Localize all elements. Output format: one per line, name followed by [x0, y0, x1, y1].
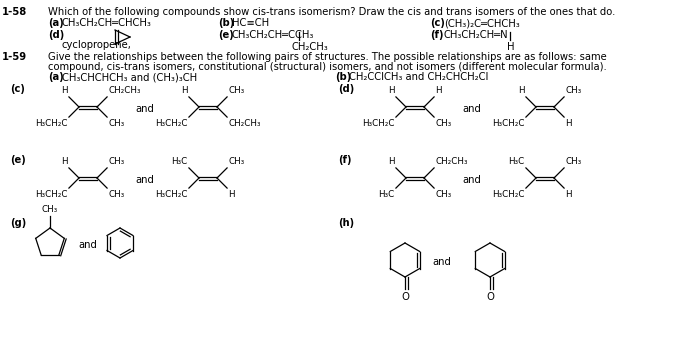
Text: H₃CH₂C: H₃CH₂C — [155, 190, 187, 199]
Text: (a): (a) — [48, 18, 64, 28]
Text: H: H — [229, 190, 235, 199]
Text: CH₂CH₃: CH₂CH₃ — [109, 86, 141, 96]
Text: CH₃CHCHCH₃ and (CH₃)₃CH: CH₃CHCHCH₃ and (CH₃)₃CH — [62, 72, 197, 82]
Text: CH₃: CH₃ — [566, 158, 582, 166]
Text: 1-58: 1-58 — [2, 7, 27, 17]
Text: CH₃: CH₃ — [436, 119, 452, 127]
Text: CH₃: CH₃ — [109, 119, 125, 127]
Text: O: O — [486, 292, 494, 302]
Text: (b): (b) — [335, 72, 351, 82]
Text: Give the relationships between the following pairs of structures. The possible r: Give the relationships between the follo… — [48, 52, 607, 62]
Text: H₃CH₂C: H₃CH₂C — [35, 190, 68, 199]
Text: (a): (a) — [48, 72, 64, 82]
Text: and: and — [135, 104, 154, 114]
Text: (e): (e) — [10, 155, 26, 165]
Text: and: and — [462, 104, 481, 114]
Text: (d): (d) — [338, 84, 354, 94]
Text: H₃CH₂C: H₃CH₂C — [492, 119, 525, 127]
Text: CH₃: CH₃ — [229, 158, 245, 166]
Text: H: H — [507, 42, 514, 52]
Text: CH₃CH₂CH═CHCH₃: CH₃CH₂CH═CHCH₃ — [62, 18, 152, 28]
Text: CH₃: CH₃ — [229, 86, 245, 96]
Text: H₃C: H₃C — [508, 158, 525, 166]
Text: H: H — [566, 190, 572, 199]
Text: and: and — [432, 257, 451, 267]
Text: CH₃: CH₃ — [42, 205, 58, 214]
Text: H: H — [388, 86, 394, 96]
Text: CH₂CClCH₃ and CH₂CHCH₂Cl: CH₂CClCH₃ and CH₂CHCH₂Cl — [349, 72, 488, 82]
Text: CH₃: CH₃ — [436, 190, 452, 199]
Text: (f): (f) — [338, 155, 352, 165]
Text: CH₃CH₂CH═N: CH₃CH₂CH═N — [444, 30, 509, 40]
Text: H: H — [181, 86, 187, 96]
Text: (c): (c) — [10, 84, 25, 94]
Text: compound, cis-trans isomers, constitutional (structural) isomers, and not isomer: compound, cis-trans isomers, constitutio… — [48, 62, 607, 72]
Text: cyclopropene,: cyclopropene, — [62, 40, 132, 50]
Text: (CH₃)₂C═CHCH₃: (CH₃)₂C═CHCH₃ — [444, 18, 520, 28]
Text: CH₂CH₃: CH₂CH₃ — [436, 158, 468, 166]
Text: H₃CH₂C: H₃CH₂C — [35, 119, 68, 127]
Text: (c): (c) — [430, 18, 445, 28]
Text: and: and — [78, 240, 97, 250]
Text: O: O — [401, 292, 409, 302]
Text: and: and — [135, 175, 154, 185]
Text: CH₂CH₃: CH₂CH₃ — [229, 119, 261, 127]
Text: H: H — [566, 119, 572, 127]
Text: (h): (h) — [338, 218, 354, 228]
Text: (f): (f) — [430, 30, 443, 40]
Text: Which of the following compounds show cis-trans isomerism? Draw the cis and tran: Which of the following compounds show ci… — [48, 7, 615, 17]
Text: H: H — [388, 158, 394, 166]
Text: HC≡CH: HC≡CH — [232, 18, 269, 28]
Text: CH₃: CH₃ — [566, 86, 582, 96]
Text: and: and — [462, 175, 481, 185]
Text: H: H — [518, 86, 525, 96]
Text: 1-59: 1-59 — [2, 52, 27, 62]
Text: (g): (g) — [10, 218, 26, 228]
Text: H₃CH₂C: H₃CH₂C — [362, 119, 394, 127]
Text: (d): (d) — [48, 30, 64, 40]
Text: CH₃: CH₃ — [109, 158, 125, 166]
Text: CH₃: CH₃ — [109, 190, 125, 199]
Text: (e): (e) — [218, 30, 234, 40]
Text: H₃CH₂C: H₃CH₂C — [492, 190, 525, 199]
Text: H₃C: H₃C — [378, 190, 394, 199]
Text: H: H — [61, 86, 68, 96]
Text: CH₃CH₂CH═CCH₃: CH₃CH₂CH═CCH₃ — [232, 30, 314, 40]
Text: H: H — [61, 158, 68, 166]
Text: H₃C: H₃C — [171, 158, 187, 166]
Text: H₃CH₂C: H₃CH₂C — [155, 119, 187, 127]
Text: (b): (b) — [218, 18, 234, 28]
Text: CH₂CH₃: CH₂CH₃ — [292, 42, 329, 52]
Text: H: H — [436, 86, 442, 96]
